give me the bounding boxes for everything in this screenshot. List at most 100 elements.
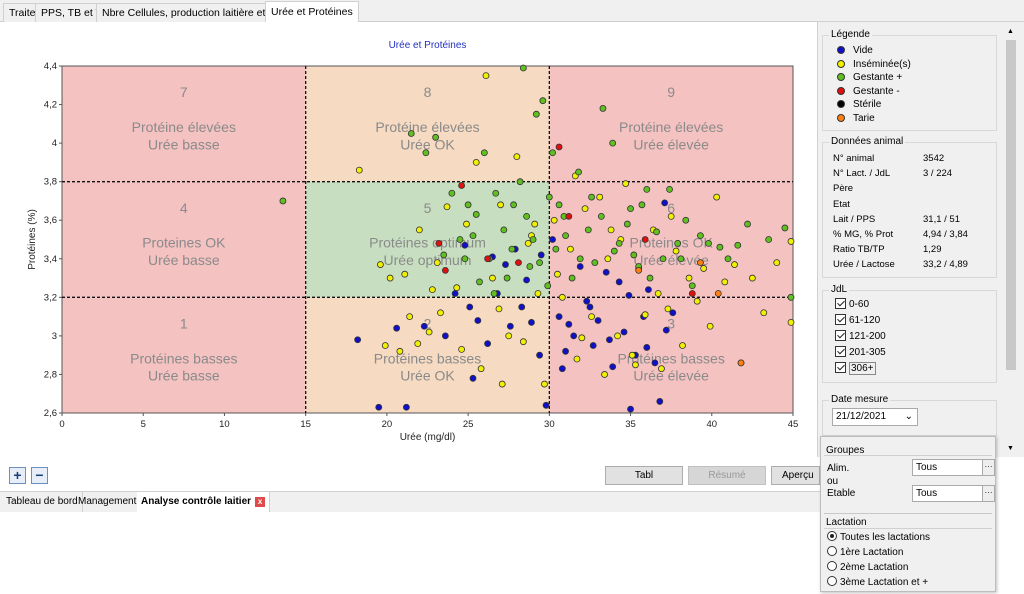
etable-browse-button[interactable]: ··· [982,486,994,501]
lactation-radio[interactable] [827,561,837,571]
data-point [461,241,469,249]
data-point [463,220,470,228]
scroll-down-icon[interactable]: ▼ [1007,445,1014,452]
data-point [484,340,492,348]
zoom-in-button[interactable]: + [9,467,26,484]
data-point [734,241,742,249]
legend-item: Vide [837,44,873,57]
tab-analyse-controle-laitier[interactable]: Analyse contrôle laitier x [137,492,271,512]
date-title: Date mesure [829,394,891,405]
tab-pps-tb-tp[interactable]: PPS, TB et TP [35,3,115,22]
jdl-checkbox[interactable] [835,330,846,341]
jdl-checkbox-row[interactable]: 121-200 [835,330,886,344]
tab-uree-proteines[interactable]: Urée et Protéines [265,1,359,23]
data-point [583,297,591,305]
jdl-checkbox-row[interactable]: 306+ [835,362,876,376]
data-point [448,189,456,197]
data-point [682,216,690,224]
zone-label-1: Proteines OK [142,235,226,251]
chart-title: Urée et Protéines [389,40,467,51]
data-point [724,255,732,263]
data-point [401,270,409,278]
zone-label-2: Urée optimum [384,252,472,268]
data-point [716,243,724,251]
right-panel-scrollbar[interactable]: ▲ ▼ [1003,26,1019,454]
data-point [523,212,530,220]
tab-cellules[interactable]: Nbre Cellules, production laitière et PP… [96,3,296,22]
zone-number: 4 [180,200,188,216]
animal-data-label: % MG, % Prot [833,229,894,240]
alim-field[interactable]: Tous ··· [912,459,995,476]
data-point [500,226,508,234]
data-point [705,239,712,247]
alim-browse-button[interactable]: ··· [982,460,994,475]
data-point [706,322,714,330]
lactation-radio-row[interactable]: Toutes les lactations [827,531,930,545]
etable-field[interactable]: Tous ··· [912,485,995,502]
x-tick-label: 35 [625,419,636,430]
data-point [524,239,532,247]
legend-group: Légende Vide Inséminée(s) Gestante + Gestan… [822,29,997,131]
zoom-out-button[interactable]: − [31,467,48,484]
jdl-checkbox[interactable] [835,346,846,357]
lactation-radio[interactable] [827,576,837,586]
jdl-checkbox[interactable] [835,362,846,373]
data-point [531,220,539,228]
date-group: Date mesure 21/12/2021 ⌄ [822,394,997,436]
etable-label: Etable [827,488,856,499]
data-point [787,293,795,301]
legend-label: Inséminée(s) [853,58,911,70]
data-point [544,282,552,290]
data-point [420,322,428,330]
jdl-checkbox-row[interactable]: 61-120 [835,314,880,328]
zone-label-1: Protéines basses [130,350,237,366]
lactation-radio-row[interactable]: 3ème Lactation et + [827,576,928,590]
data-point [658,365,665,373]
lactation-radio-label: 3ème Lactation et + [840,577,929,588]
data-point [506,322,514,330]
data-point [601,371,608,378]
data-point [435,239,443,247]
data-point [607,226,615,234]
data-point [685,274,693,282]
tab-management[interactable]: Management [74,492,142,512]
data-point [641,311,649,319]
data-point [609,363,617,371]
close-icon[interactable]: x [255,497,266,507]
data-point [484,255,492,263]
scrollbar-thumb[interactable] [1006,40,1016,370]
data-point [534,290,542,297]
data-point [558,293,566,301]
data-point [562,232,569,240]
jdl-checkbox-row[interactable]: 201-305 [835,346,886,360]
tabl-button[interactable]: Tabl [605,466,683,485]
jdl-checkbox-label: 306+ [849,362,876,375]
lactation-radio-row[interactable]: 1ère Lactation [827,546,903,560]
data-point [536,351,543,359]
resume-button[interactable]: Résumé [688,466,766,485]
lactation-radio[interactable] [827,546,837,556]
lactation-radio[interactable] [827,531,837,541]
lactation-radio-row[interactable]: 2ème Lactation [827,561,908,575]
date-select[interactable]: 21/12/2021 ⌄ [832,408,918,426]
top-tab-bar: Traite PPS, TB et TP Nbre Cellules, prod… [0,0,1024,23]
data-point [482,72,490,80]
data-point [519,338,527,346]
animal-data-row: % MG, % Prot 4,94 / 3,84 [833,229,1003,241]
data-point [773,259,781,267]
scroll-up-icon[interactable]: ▲ [1007,28,1014,35]
data-point [537,251,545,259]
legend-label: Gestante - [853,85,900,97]
data-point [441,332,449,340]
jdl-checkbox[interactable] [835,314,846,325]
animal-data-group: Données animal N° animal 3542 N° Lact. / J… [822,136,997,278]
jdl-checkbox[interactable] [835,298,846,309]
data-point [407,130,415,137]
jdl-checkbox-row[interactable]: 0-60 [835,298,869,312]
date-select-value: 21/12/2021 [836,411,887,422]
apercu-button[interactable]: Aperçu [771,466,820,485]
jdl-checkbox-label: 201-305 [849,347,886,358]
tab-tableau-de-bord[interactable]: Tableau de bord [2,492,83,512]
data-point [489,274,496,282]
